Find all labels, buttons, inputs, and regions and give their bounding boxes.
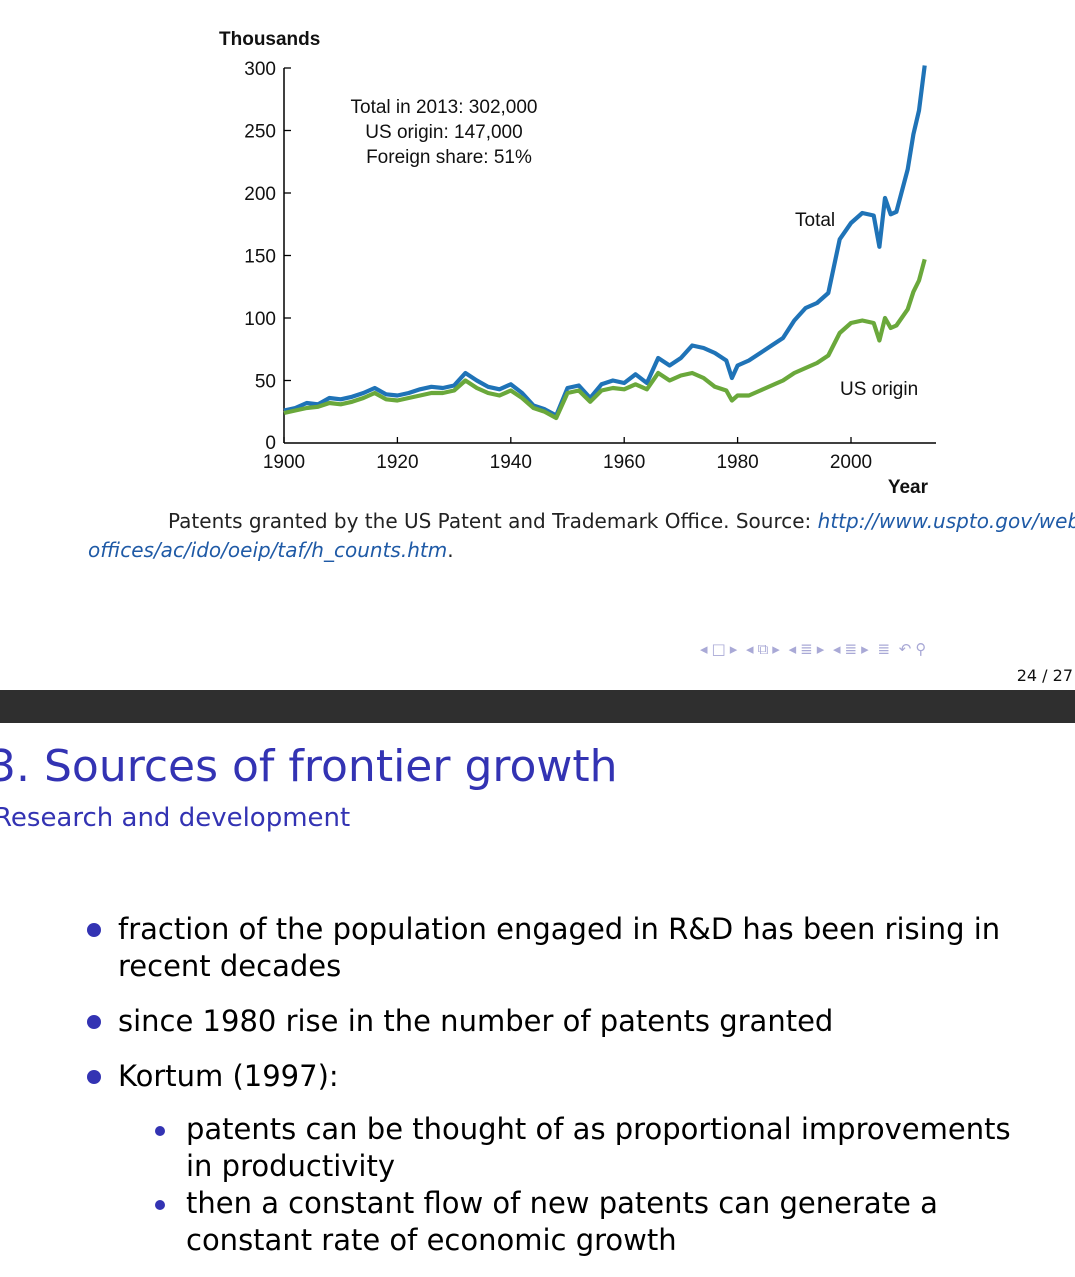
sub-bullet-list: patents can be thought of as proportiona… (152, 1111, 1044, 1259)
figure-caption: Patents granted by the US Patent and Tra… (88, 507, 1075, 565)
sub-bullet-text: patents can be thought of as proportiona… (186, 1112, 1011, 1183)
nav-subsection-icon[interactable]: ⧉ (757, 640, 769, 658)
x-tick-label: 1900 (263, 452, 305, 473)
previous-slide: 0 50 100 150 200 250 300 1900 1920 1940 1960 1980 20… (88, 29, 1075, 685)
x-axis-label: Year (888, 477, 929, 498)
x-tick-label: 2000 (830, 452, 872, 473)
page-number: 24 / 27 (1016, 666, 1073, 685)
nav-back-icon[interactable]: ↶ (898, 640, 912, 658)
x-tick-label: 1960 (603, 452, 645, 473)
sub-bullet-icon (155, 1200, 165, 1210)
sub-bullet-item: then a constant flow of new patents can … (152, 1185, 1044, 1259)
y-tick-label: 0 (265, 433, 276, 454)
nav-doc-next-icon[interactable]: ▸ (861, 640, 869, 658)
nav-doc-icon[interactable]: ≣ (844, 640, 858, 658)
current-slide: 3. Sources of frontier growth Research a… (0, 723, 1075, 1268)
x-tick-label: 1940 (490, 452, 532, 473)
y-tick-label: 200 (244, 184, 276, 205)
x-tick-label: 1980 (716, 452, 758, 473)
x-tick-label: 1920 (376, 452, 418, 473)
annotation-line-2: US origin: 147,000 (365, 122, 522, 143)
y-tick-label: 100 (244, 309, 276, 330)
y-tick-label: 50 (255, 372, 276, 393)
patents-chart: 0 50 100 150 200 250 300 1900 1920 1940 1960 1980 20… (219, 29, 936, 498)
nav-frame-prev-icon[interactable]: ◂ (700, 640, 708, 658)
bullet-list: fraction of the population engaged in R&… (84, 911, 1044, 1277)
nav-section-icon[interactable]: ≣ (800, 640, 813, 658)
chart-series (283, 65, 927, 421)
caption-text: Patents granted by the US Patent and Tra… (168, 509, 818, 533)
chart-ticks: 0 50 100 150 200 250 300 1900 1920 1940 1960 1980 20… (244, 59, 872, 473)
slide-title: 3. Sources of frontier growth (0, 741, 618, 792)
y-tick-label: 300 (244, 59, 276, 80)
nav-section-prev-icon[interactable]: ◂ (788, 640, 797, 658)
bullet-text: Kortum (1997): (118, 1059, 339, 1093)
bullet-icon (87, 1015, 101, 1029)
y-tick-label: 150 (244, 247, 276, 268)
bullet-text: since 1980 rise in the number of patents… (118, 1004, 834, 1038)
bullet-item: since 1980 rise in the number of patents… (84, 1003, 1044, 1040)
series-label-total: Total (795, 210, 835, 231)
series-line-total (283, 65, 927, 418)
beamer-navigation: ◂ □ ▸ ◂ ⧉ ▸ ◂ ≣ ▸ ◂ ≣ ▸ ≣ ↶ ⚲ (700, 640, 1075, 664)
sub-bullet-icon (155, 1126, 165, 1136)
bullet-text: fraction of the population engaged in R&… (118, 912, 1001, 983)
y-tick-label: 250 (244, 122, 276, 143)
source-link-part-1[interactable]: http://www.uspto.gov/web/ (817, 509, 1075, 533)
source-link-part-2[interactable]: offices/ac/ido/oeip/taf/h_counts.htm (88, 538, 448, 562)
nav-align-icon[interactable]: ≣ (877, 640, 891, 658)
sub-bullet-text: then a constant flow of new patents can … (186, 1186, 938, 1257)
nav-frame-next-icon[interactable]: ▸ (729, 640, 738, 658)
annotation-line-1: Total in 2013: 302,000 (351, 97, 538, 118)
nav-doc-prev-icon[interactable]: ◂ (833, 640, 841, 658)
bullet-icon (87, 1070, 101, 1084)
annotation-line-3: Foreign share: 51% (366, 147, 532, 168)
slide-separator (0, 690, 1075, 723)
bullet-item: fraction of the population engaged in R&… (84, 911, 1044, 985)
bullet-icon (87, 923, 101, 937)
nav-section-next-icon[interactable]: ▸ (816, 640, 825, 658)
bullet-item: Kortum (1997): patents can be thought of… (84, 1058, 1044, 1259)
nav-subsection-next-icon[interactable]: ▸ (772, 640, 780, 658)
sub-bullet-item: patents can be thought of as proportiona… (152, 1111, 1044, 1185)
nav-frame-icon[interactable]: □ (711, 640, 726, 658)
y-axis-label: Thousands (219, 29, 320, 50)
series-label-us-origin: US origin (840, 379, 918, 400)
series-line-us-origin (283, 258, 927, 421)
caption-end: . (447, 538, 454, 562)
slide-subtitle: Research and development (0, 803, 351, 833)
nav-subsection-prev-icon[interactable]: ◂ (746, 640, 754, 658)
nav-search-icon[interactable]: ⚲ (915, 640, 927, 658)
